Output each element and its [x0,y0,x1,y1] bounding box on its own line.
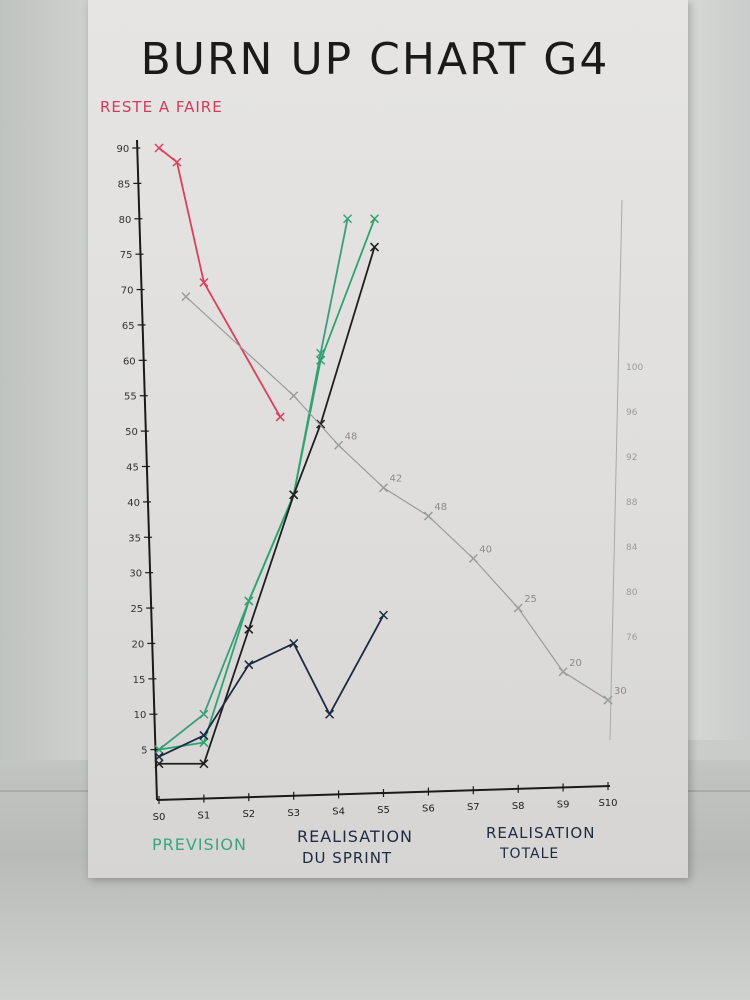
y-tick-label: 50 [125,427,138,438]
left-axis-label: RESTE A FAIRE [100,98,223,116]
right-tick-label: 76 [626,633,638,643]
data-point-marker [289,391,299,401]
faint-point-label: 30 [614,686,627,697]
data-point-marker [275,412,285,422]
data-point-marker [199,730,209,740]
x-tick-label: S3 [287,808,300,819]
series-group: 48 42 48 40 25 20 30 [154,143,627,769]
data-point-marker [199,738,209,748]
data-point-marker [199,759,209,769]
flipchart-paper [88,0,688,878]
right-tick-label: 92 [626,453,637,463]
data-point-marker [316,419,326,429]
data-point-marker [369,214,380,224]
faint-point-label: 20 [569,658,582,669]
y-tick-label: 35 [128,533,141,544]
data-point-marker [244,596,254,606]
right-ticks-group: 100 96 92 88 84 80 76 [626,363,643,643]
series-line [185,296,609,701]
right-tick-label: 84 [626,543,638,553]
y-tick-label: 20 [132,639,145,650]
x-tick-label: S2 [242,809,255,820]
data-point-marker [316,348,326,358]
x-tick-label: S6 [422,804,435,815]
right-axis [609,199,623,741]
data-point-marker [154,752,164,762]
data-point-marker [558,667,568,677]
faint-point-label: 40 [479,545,492,556]
y-tick-label: 55 [124,392,137,403]
data-point-marker [199,709,209,719]
data-point-marker [423,511,433,521]
data-point-marker [244,660,254,670]
series-line [158,147,282,418]
data-point-marker [603,695,613,705]
data-point-marker [369,242,380,252]
data-point-marker [513,603,523,613]
right-tick-label: 80 [626,588,638,598]
y-tick-label: 45 [126,463,139,474]
data-point-marker [378,483,389,493]
data-point-marker [181,292,191,302]
x-tick-label: S9 [557,799,570,810]
data-point-marker [154,745,164,755]
data-point-marker [154,143,164,153]
series-line [158,614,385,758]
faint-point-label: 42 [390,474,403,485]
data-point-marker [334,440,344,450]
data-point-marker [316,355,326,365]
x-tick-label: S0 [153,812,166,823]
y-tick-label: 40 [127,498,140,509]
faint-point-label: 25 [524,594,537,605]
wall-right [680,0,750,740]
y-axis [136,139,158,801]
x-tick-label: S5 [377,805,390,816]
data-point-marker [172,157,182,167]
right-tick-label: 100 [626,363,643,373]
legend-realisation-totale-1: REALISATION [486,824,595,842]
legend-prevision: PREVISION [152,835,247,854]
data-point-marker [154,759,164,769]
faint-point-label: 48 [345,431,358,442]
data-point-marker [289,638,299,648]
x-tick-label: S8 [512,801,525,812]
faint-point-label: 48 [434,502,447,513]
chart-title: BURN UP CHART G4 [141,34,610,85]
y-tick-label: 25 [130,604,143,615]
x-tick-label: S4 [332,806,345,817]
data-point-marker [289,490,299,500]
legend-realisation-totale-2: TOTALE [499,846,559,862]
y-tick-label: 90 [117,144,130,155]
y-tick-label: 30 [129,569,142,580]
x-tick-label: S1 [198,811,211,822]
data-point-marker [468,553,478,564]
series-line [159,246,376,765]
y-tick-label: 10 [134,710,147,721]
y-tick-label: 65 [122,321,135,332]
data-point-marker [343,214,353,224]
y-tick-label: 75 [120,250,133,261]
legend-realisation-sprint-2: DU SPRINT [302,849,392,867]
data-point-marker [378,610,389,620]
y-tick-label: 85 [118,179,131,190]
right-tick-label: 96 [626,408,638,418]
legend-realisation-sprint-1: REALISATION [297,827,413,846]
right-tick-label: 88 [626,498,638,508]
ticks-group: 5 10 15 20 25 30 35 40 45 50 55 60 65 70 75 80 85 90 S0 S1 S… [117,144,618,823]
x-tick-label: S10 [598,798,617,809]
y-tick-label: 80 [119,215,132,226]
y-tick-label: 70 [121,286,134,297]
data-point-marker [199,277,209,288]
y-tick-label: 5 [141,746,147,757]
y-tick-label: 60 [123,356,136,367]
data-point-marker [325,709,335,719]
x-tick-label: S7 [467,802,480,813]
series-line [158,218,376,751]
y-tick-label: 15 [133,675,146,686]
data-point-marker [244,624,254,634]
